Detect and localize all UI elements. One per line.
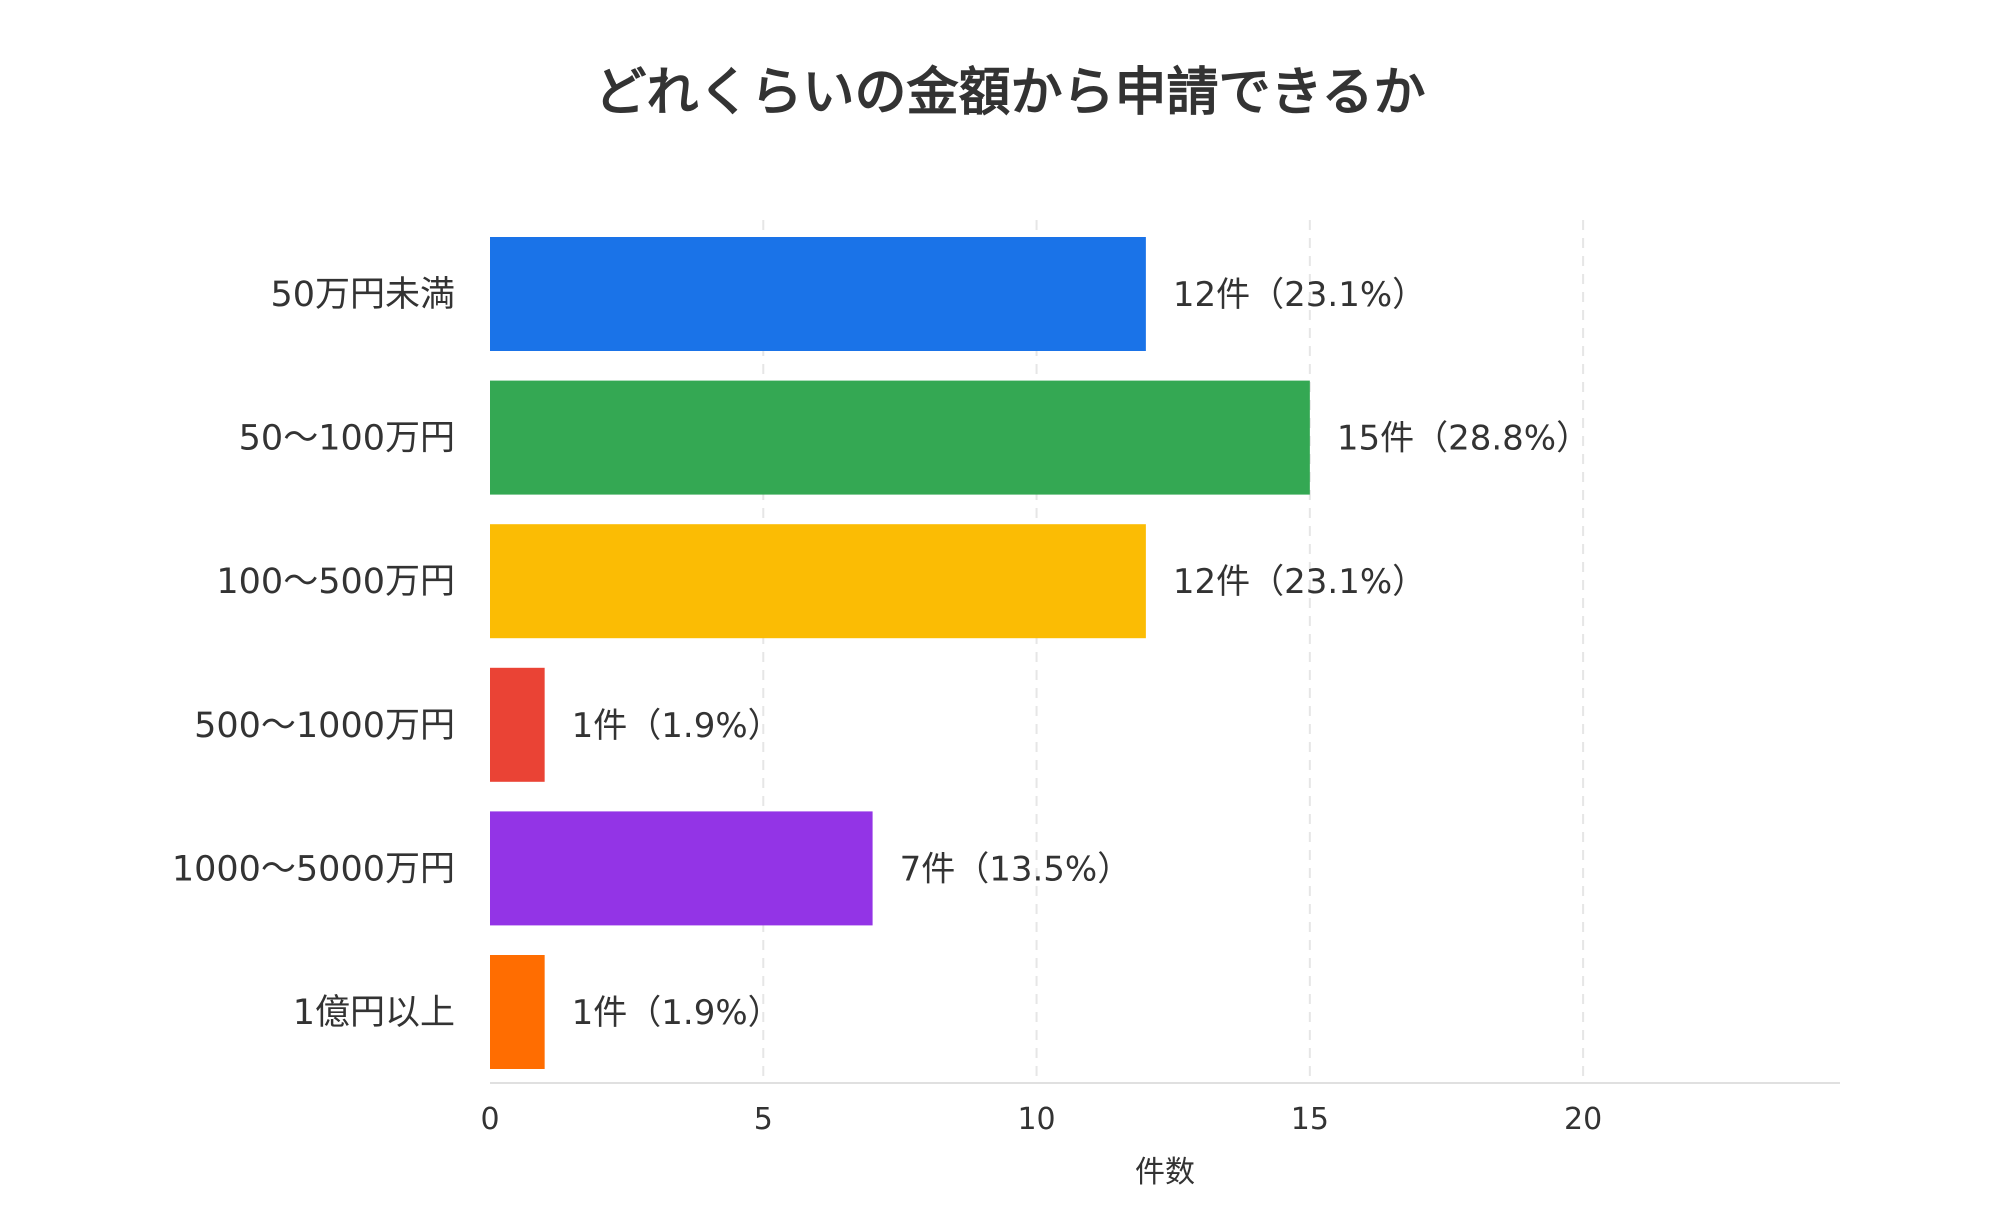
data-label: 12件（23.1%）	[1173, 275, 1426, 315]
category-label: 500〜1000万円	[194, 706, 455, 746]
bar	[490, 811, 873, 926]
x-axis-title: 件数	[1135, 1155, 1195, 1190]
category-label: 1000〜5000万円	[172, 849, 455, 889]
bar	[490, 380, 1310, 495]
data-label: 1件（1.9%）	[572, 706, 782, 746]
data-label: 15件（28.8%）	[1337, 419, 1590, 459]
chart-title: どれくらいの金額から申請できるか	[595, 63, 1426, 123]
bar	[490, 667, 545, 782]
category-label: 50万円未満	[270, 275, 455, 315]
x-tick-label: 5	[754, 1102, 773, 1137]
x-tick-label: 20	[1564, 1102, 1602, 1137]
bar	[490, 524, 1146, 639]
category-label: 1億円以上	[293, 993, 455, 1033]
x-tick-label: 10	[1017, 1102, 1055, 1137]
category-label: 100〜500万円	[216, 562, 455, 602]
bar	[490, 237, 1146, 351]
data-label: 12件（23.1%）	[1173, 562, 1426, 602]
data-label: 1件（1.9%）	[572, 993, 782, 1033]
x-tick-label: 0	[480, 1102, 499, 1137]
data-label: 7件（13.5%）	[900, 849, 1132, 889]
bar	[490, 955, 545, 1069]
x-tick-label: 15	[1291, 1102, 1329, 1137]
x-axis: 0 5 10 15 20	[480, 1082, 1840, 1137]
category-label: 50〜100万円	[239, 419, 455, 459]
bars: 50万円未満 12件（23.1%） 50〜100万円 15件（28.8%） 100〜50…	[172, 237, 1590, 1069]
